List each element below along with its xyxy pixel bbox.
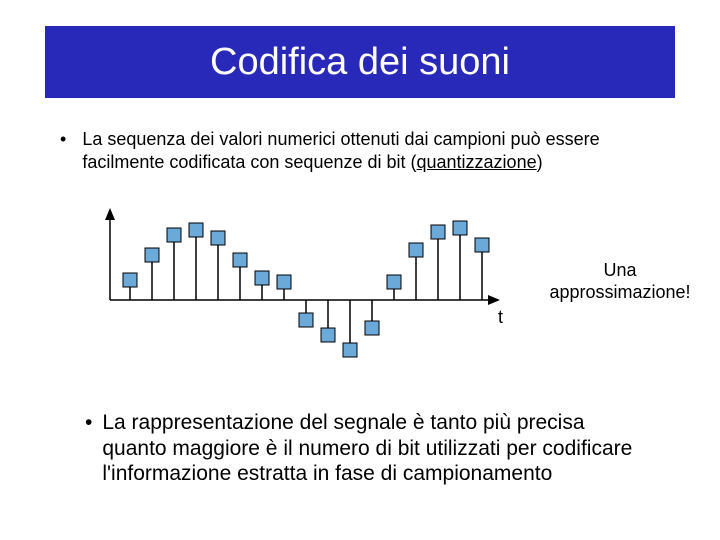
- stem-diagram: [90, 200, 520, 370]
- bullet-section-2: • La rappresentazione del segnale è tant…: [85, 410, 645, 487]
- bullet-row-1: • La sequenza dei valori numerici ottenu…: [60, 128, 662, 173]
- axis-x-label: t: [498, 307, 503, 328]
- bullet-text-1: La sequenza dei valori numerici ottenuti…: [82, 128, 662, 173]
- annotation-line1: Una: [603, 260, 636, 280]
- bullet-row-2: • La rappresentazione del segnale è tant…: [85, 410, 645, 487]
- bullet-marker: •: [60, 128, 66, 151]
- bullet1-underlined: quantizzazione: [417, 152, 537, 172]
- bullet-marker-2: •: [85, 410, 92, 436]
- bullet-section-1: • La sequenza dei valori numerici ottenu…: [60, 128, 662, 173]
- title-bar: Codifica dei suoni: [45, 26, 675, 98]
- annotation-text: Una approssimazione!: [540, 260, 700, 303]
- bullet-text-2: La rappresentazione del segnale è tanto …: [102, 410, 645, 487]
- page-title: Codifica dei suoni: [210, 41, 510, 84]
- annotation-line2: approssimazione!: [549, 282, 690, 302]
- bullet1-after: ): [537, 152, 543, 172]
